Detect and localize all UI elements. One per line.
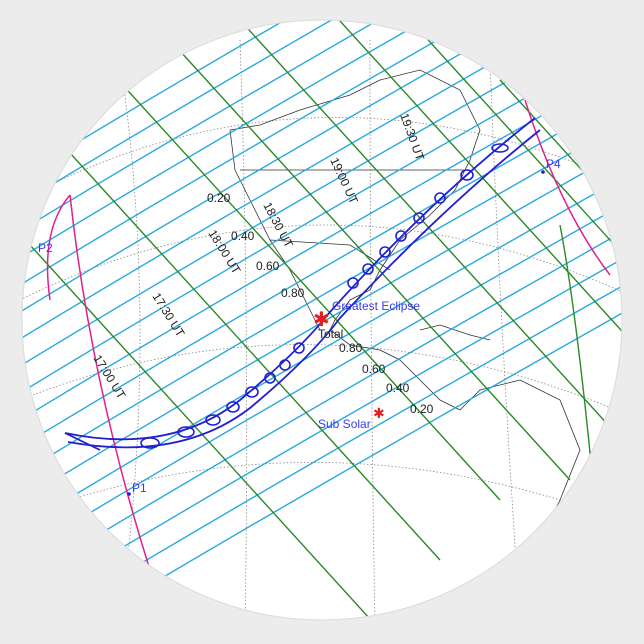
umbra-oval — [245, 386, 259, 398]
time-line — [329, 20, 622, 451]
umbra-oval — [362, 263, 374, 275]
magnitude-label: 0.20 — [207, 191, 231, 205]
magnitude-line — [22, 20, 622, 205]
magnitude-label: 0.80 — [339, 341, 363, 355]
p1-label: P1 — [132, 481, 147, 495]
umbra-ovals — [140, 143, 509, 449]
umbra-oval — [395, 230, 407, 242]
contact-points: P1 P2 P4 — [38, 157, 561, 496]
magnitude-label: 0.40 — [231, 229, 255, 243]
umbra-oval — [347, 277, 359, 289]
magnitude-line — [22, 20, 622, 286]
central-path — [64, 117, 541, 451]
magnitude-label: 0.60 — [362, 362, 386, 376]
time-line — [499, 79, 622, 521]
umbra-oval — [226, 401, 240, 413]
umbra-oval — [279, 359, 291, 371]
magnitude-label: 0.20 — [410, 402, 434, 416]
p2-label: P2 — [38, 241, 53, 255]
time-line — [99, 59, 501, 501]
graticule — [22, 39, 622, 620]
time-line — [39, 119, 441, 561]
star-icon: ✱ — [373, 406, 385, 422]
time-lines — [22, 20, 622, 620]
limit-line-west — [69, 194, 151, 571]
magnitude-label: 0.40 — [386, 381, 410, 395]
umbra-oval — [413, 212, 425, 224]
umbra-oval — [264, 372, 276, 384]
sub-solar-marker: ✱ Sub Solar — [318, 406, 385, 431]
total-label: Total — [318, 327, 343, 341]
magnitude-label: 0.80 — [281, 286, 305, 300]
umbra-oval — [177, 426, 195, 438]
umbra-oval — [140, 437, 160, 449]
magnitude-line — [22, 20, 622, 259]
umbra-oval — [460, 169, 474, 181]
penumbral-limits — [46, 99, 611, 571]
time-line — [239, 20, 622, 461]
coastlines — [229, 69, 581, 541]
greatest-eclipse-marker: ✱ Greatest Eclipse Total — [313, 299, 420, 341]
magnitude-line — [22, 140, 622, 502]
time-line — [409, 20, 622, 461]
sub-solar-label: Sub Solar — [318, 417, 371, 431]
magnitude-line — [22, 20, 622, 313]
magnitude-line — [22, 302, 622, 620]
magnitude-label: 0.60 — [256, 259, 280, 273]
magnitude-labels: 0.20 0.40 0.60 0.80 0.80 0.60 0.40 0.20 — [207, 191, 434, 416]
greatest-eclipse-label: Greatest Eclipse — [332, 299, 420, 313]
magnitude-line — [22, 86, 622, 448]
magnitude-line — [22, 167, 622, 529]
limit-line-east — [524, 99, 611, 276]
magnitude-line — [22, 20, 622, 178]
umbra-oval — [205, 414, 221, 426]
limit-line-west-outer — [46, 194, 71, 301]
time-line — [169, 39, 571, 481]
umbra-oval — [434, 192, 446, 204]
magnitude-line — [22, 113, 622, 475]
umbra-oval — [379, 246, 391, 258]
star-icon: ✱ — [313, 307, 330, 331]
p4-label: P4 — [546, 157, 561, 171]
umbra-oval — [491, 143, 509, 153]
umbra-oval — [293, 342, 305, 354]
time-line — [22, 189, 381, 620]
magnitude-line — [22, 20, 622, 232]
